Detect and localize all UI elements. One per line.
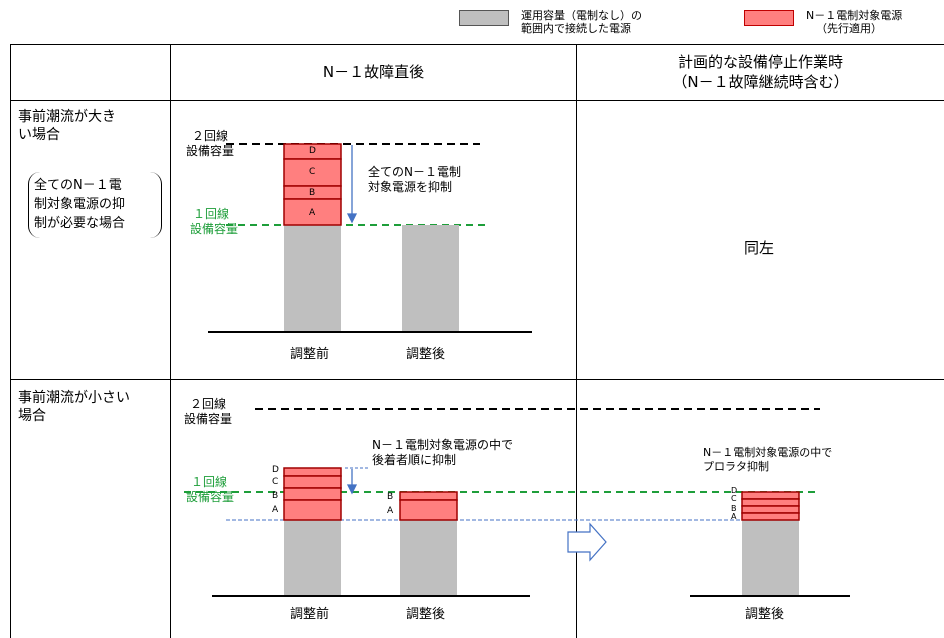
row1-same-as-left: 同左 bbox=[744, 237, 774, 258]
row2-before-seg-b: B bbox=[272, 491, 278, 501]
row1-seg-c: C bbox=[309, 167, 315, 177]
row2-right-gray-bar bbox=[742, 520, 799, 596]
row2-after-pink-segments bbox=[400, 492, 457, 520]
row1-before-gray-bar bbox=[284, 225, 341, 332]
row1-arrow bbox=[348, 145, 356, 222]
row2-arrow bbox=[348, 469, 356, 493]
row2-after-seg-b: B bbox=[387, 492, 393, 502]
transition-arrow bbox=[568, 524, 606, 560]
row2-x-before: 調整前 bbox=[290, 603, 329, 622]
row2-after-seg-a: A bbox=[387, 506, 393, 516]
row1-seg-b: B bbox=[309, 188, 315, 198]
row2-after-gray-bar bbox=[400, 520, 457, 596]
header-planned-outage: 計画的な設備停止作業時 （N－１故障継続時含む） bbox=[577, 52, 944, 92]
row2-before-seg-a: A bbox=[272, 505, 278, 515]
row2-cap2-label: ２回線 設備容量 bbox=[184, 397, 232, 427]
row2-right-seg-a: A bbox=[731, 513, 736, 521]
row1-seg-d: D bbox=[309, 146, 316, 156]
row1-seg-a: A bbox=[309, 208, 315, 218]
row1-note-text: 全てのN－１電 制対象電源の抑 制が必要な場合 bbox=[34, 176, 158, 233]
row2-right-pink-segments bbox=[742, 492, 799, 520]
table-grid bbox=[10, 44, 944, 638]
row2-right-seg-c: C bbox=[731, 495, 737, 503]
row1-x-after: 調整後 bbox=[406, 343, 445, 362]
row1-cap1-label: １回線 設備容量 bbox=[190, 207, 238, 237]
row2-before-seg-c: C bbox=[272, 477, 278, 487]
row1-annotation: 全てのN－１電制 対象電源を抑制 bbox=[368, 165, 461, 195]
row2-x-right: 調整後 bbox=[745, 603, 784, 622]
row2-before-seg-d: D bbox=[272, 465, 279, 475]
row1-cap2-label: ２回線 設備容量 bbox=[186, 129, 234, 159]
header-after-fault: N－１故障直後 bbox=[171, 62, 576, 82]
row2-cap1-label: １回線 設備容量 bbox=[186, 475, 234, 505]
row2-x-after: 調整後 bbox=[406, 603, 445, 622]
row2-before-pink-segments bbox=[284, 468, 341, 520]
row2-label: 事前潮流が小さい 場合 bbox=[18, 389, 130, 425]
row2-annotation: N－１電制対象電源の中で 後着者順に抑制 bbox=[372, 438, 513, 468]
row1-after-gray-bar bbox=[402, 225, 459, 332]
row1-x-before: 調整前 bbox=[290, 343, 329, 362]
row2-right-annotation: N－１電制対象電源の中で プロラタ抑制 bbox=[703, 446, 832, 474]
row2-before-gray-bar bbox=[284, 520, 341, 596]
row1-label: 事前潮流が大き い場合 bbox=[18, 108, 116, 144]
